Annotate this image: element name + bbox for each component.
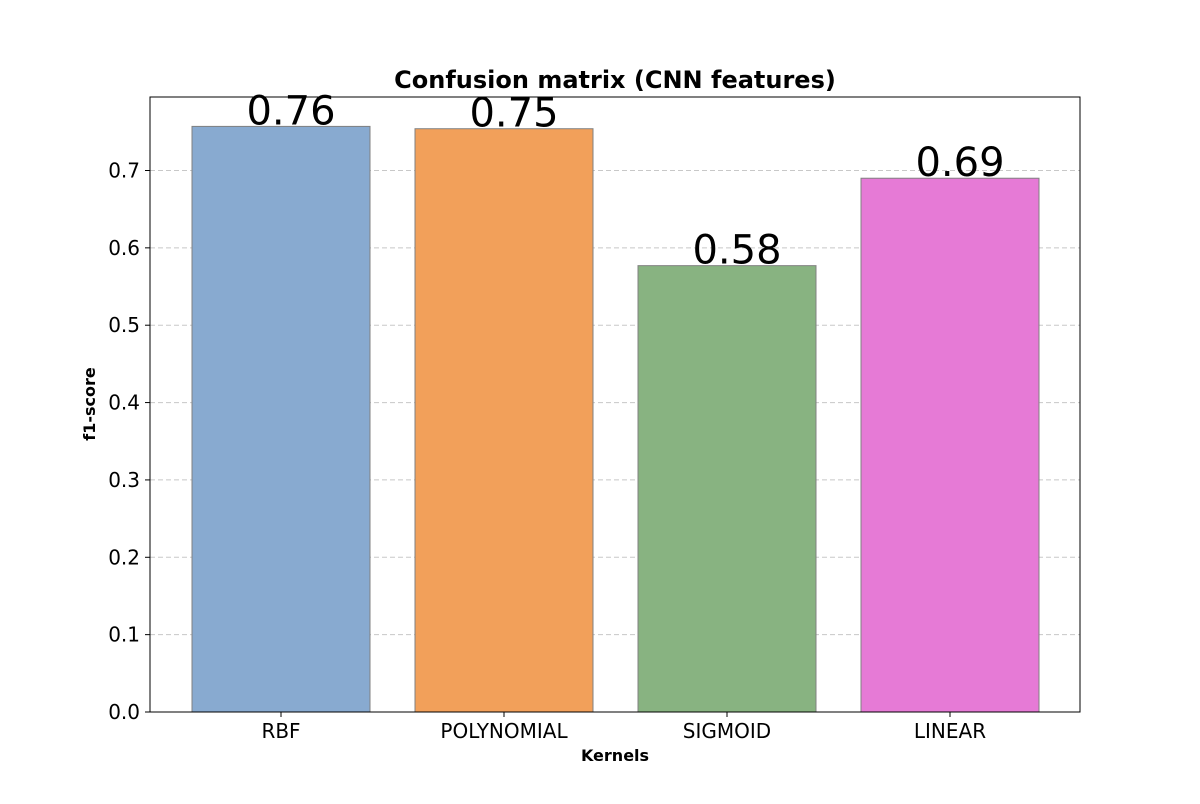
y-tick-label: 0.2 <box>108 545 140 569</box>
data-labels: 0.76 0.75 0.58 0.69 <box>246 88 1004 273</box>
x-tick-label-sigmoid: SIGMOID <box>683 719 771 743</box>
y-tick-label: 0.0 <box>108 700 140 724</box>
y-tick-label: 0.7 <box>108 158 140 182</box>
x-tick-label-linear: LINEAR <box>914 719 986 743</box>
plot-frame <box>149 96 1081 713</box>
y-tick-label: 0.1 <box>108 623 140 647</box>
bar-sigmoid <box>637 265 817 713</box>
bar-polynomial <box>414 128 594 713</box>
y-tick-label: 0.3 <box>108 468 140 492</box>
bars <box>191 125 1040 713</box>
data-label-linear: 0.69 <box>915 140 1004 186</box>
x-axis-label: Kernels <box>581 746 649 765</box>
y-tick-label: 0.6 <box>108 236 140 260</box>
axis-ticks: RBF POLYNOMIAL SIGMOID LINEAR 0.0 0.1 0.2 0.3 0.… <box>108 158 986 743</box>
y-tick-label: 0.4 <box>108 391 140 415</box>
bar-rbf <box>191 125 371 713</box>
chart-title: Confusion matrix (CNN features) <box>394 66 836 94</box>
data-label-rbf: 0.76 <box>246 88 335 134</box>
y-tick-label: 0.5 <box>108 313 140 337</box>
x-tick-label-polynomial: POLYNOMIAL <box>440 719 568 743</box>
x-tick-label-rbf: RBF <box>261 719 300 743</box>
data-label-polynomial: 0.75 <box>469 91 558 137</box>
y-axis-label: f1-score <box>80 367 99 441</box>
bar-linear <box>860 177 1040 713</box>
data-label-sigmoid: 0.58 <box>692 228 781 274</box>
